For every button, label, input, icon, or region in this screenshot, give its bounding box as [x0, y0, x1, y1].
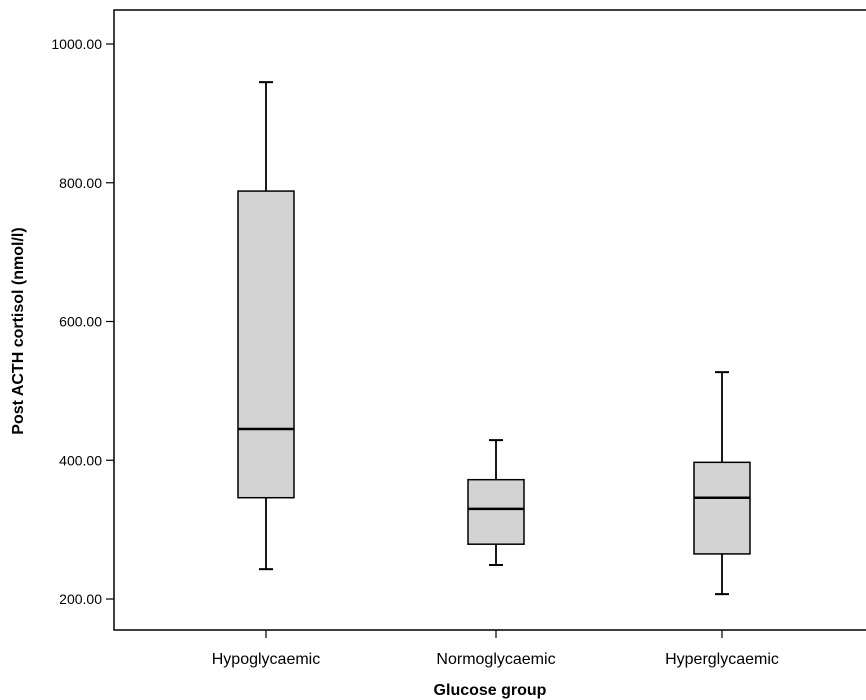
- iqr-box: [237, 190, 295, 499]
- iqr-box: [467, 478, 525, 545]
- y-tick-label: 400.00: [59, 452, 102, 468]
- x-tick-label: Normoglycaemic: [436, 651, 555, 668]
- y-tick-label: 1000.00: [51, 36, 102, 52]
- x-tick-label: Hyperglycaemic: [665, 651, 779, 668]
- box-hypoglycaemic: [237, 81, 295, 571]
- plot-frame: [113, 9, 866, 631]
- x-axis-title: Glucose group: [434, 682, 547, 699]
- y-tick-label: 800.00: [59, 175, 102, 191]
- y-tick-label: 600.00: [59, 314, 102, 330]
- x-tick-label: Hypoglycaemic: [212, 651, 320, 668]
- box-hyperglycaemic: [693, 371, 751, 596]
- iqr-box: [693, 461, 751, 555]
- y-tick-label: 200.00: [59, 591, 102, 607]
- box-normoglycaemic: [467, 439, 525, 567]
- y-axis-title: Post ACTH cortisol (nmol/l): [10, 227, 27, 434]
